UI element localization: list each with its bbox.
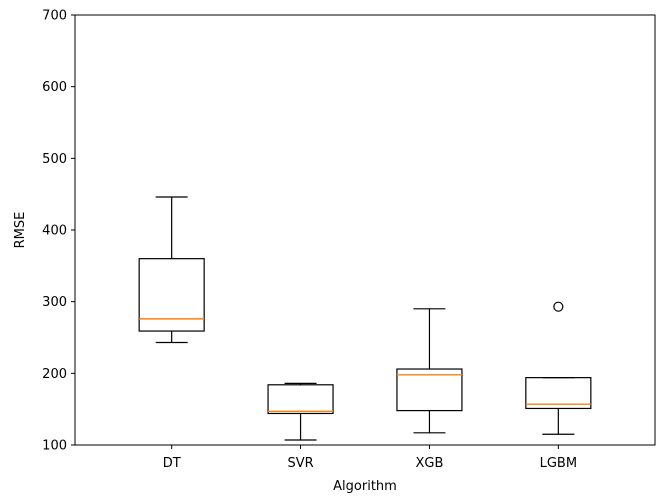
x-tick-label: XGB [415, 456, 443, 471]
iqr-box [396, 368, 463, 412]
iqr-box [138, 258, 205, 332]
x-tick-label: DT [163, 456, 181, 471]
outlier-point [553, 301, 564, 312]
x-tick-label: SVR [287, 456, 313, 471]
y-tick-label: 700 [42, 9, 67, 24]
y-tick-label: 500 [42, 152, 67, 167]
iqr-box [525, 377, 592, 410]
y-tick-label: 100 [42, 439, 67, 454]
y-tick-label: 400 [42, 224, 67, 239]
box-svr [267, 382, 334, 441]
box-series [138, 196, 592, 441]
x-tick-label: LGBM [540, 456, 577, 471]
box-lgbm [525, 301, 592, 435]
y-tick-label: 200 [42, 367, 67, 382]
box-dt [138, 196, 205, 344]
box-xgb [396, 308, 463, 434]
y-tick-label: 600 [42, 80, 67, 95]
x-axis: DT SVR XGB LGBM [163, 445, 577, 471]
y-tick-label: 300 [42, 295, 67, 310]
x-axis-label: Algorithm [333, 479, 397, 494]
y-axis-label: RMSE [13, 212, 28, 249]
y-axis: 100 200 300 400 500 600 700 [42, 9, 75, 454]
plot-area-frame [74, 14, 656, 446]
iqr-box [267, 384, 334, 415]
